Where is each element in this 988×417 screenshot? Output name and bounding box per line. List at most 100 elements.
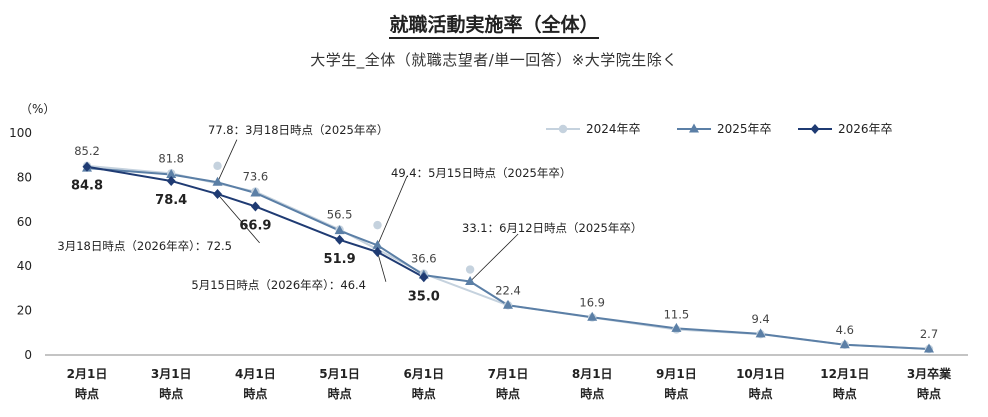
data-point-2025年卒 bbox=[212, 176, 223, 186]
x-tick-label-line1: 8月1日 bbox=[572, 367, 613, 381]
data-label-2024: 81.8 bbox=[158, 151, 184, 165]
data-label-2026: 78.4 bbox=[155, 193, 187, 208]
x-tick-label-line2: 時点 bbox=[749, 386, 773, 401]
x-tick-label-line2: 時点 bbox=[833, 386, 857, 401]
data-point-2025年卒 bbox=[250, 187, 261, 197]
x-tick-label-line2: 時点 bbox=[917, 386, 941, 401]
data-point-2025年卒 bbox=[465, 276, 476, 286]
data-point-2026年卒 bbox=[419, 272, 429, 283]
y-axis-ticks: 0 20 40 60 80 100 bbox=[9, 126, 32, 362]
x-tick-label-line1: 9月1日 bbox=[656, 367, 697, 381]
annotation-text: 77.8：3月18日時点（2025年卒） bbox=[208, 123, 388, 137]
x-tick-label-line2: 時点 bbox=[243, 386, 267, 401]
data-point-2026年卒 bbox=[166, 175, 176, 186]
series-line-2025年卒 bbox=[86, 167, 930, 351]
annotation-leader-line bbox=[217, 139, 238, 183]
x-axis-ticks: 2月1日時点3月1日時点4月1日時点5月1日時点6月1日時点7月1日時点8月1日… bbox=[67, 366, 953, 401]
data-point-2025年卒 bbox=[587, 311, 598, 321]
chart-subtitle: 大学生_全体（就職志望者/単一回答）※大学院生除く bbox=[310, 51, 678, 69]
y-unit-label: （%） bbox=[20, 102, 55, 116]
legend-label: 2026年卒 bbox=[838, 122, 893, 136]
chart-title-text: 就職活動実施率（全体） bbox=[389, 14, 599, 39]
data-point-2025年卒 bbox=[839, 339, 850, 349]
legend-label: 2024年卒 bbox=[586, 122, 641, 136]
data-label-2024: 36.6 bbox=[411, 252, 437, 266]
data-point-2024年卒-interim bbox=[213, 161, 222, 171]
data-point-2026年卒 bbox=[250, 201, 260, 212]
x-tick-label-line1: 4月1日 bbox=[235, 367, 276, 381]
data-label-2024: 16.9 bbox=[579, 295, 605, 309]
data-label-2026: 35.0 bbox=[408, 289, 440, 304]
annotation-text: 3月18日時点（2026年卒）：72.5 bbox=[57, 239, 232, 253]
x-tick-label-line2: 時点 bbox=[412, 386, 436, 401]
x-tick-label-line1: 3月1日 bbox=[151, 367, 192, 381]
chart-title: 就職活動実施率（全体） bbox=[0, 10, 988, 39]
data-point-2025年卒 bbox=[671, 322, 682, 332]
data-label-2024: 56.5 bbox=[327, 208, 353, 222]
data-label-2024: 22.4 bbox=[495, 283, 521, 297]
annotation-leader-line bbox=[377, 251, 387, 282]
x-tick-label-line1: 5月1日 bbox=[319, 367, 360, 381]
annotation-leader-line bbox=[377, 176, 408, 246]
x-tick-label-line2: 時点 bbox=[496, 386, 520, 401]
x-tick-label-line2: 時点 bbox=[664, 386, 688, 401]
data-point-2025年卒 bbox=[924, 343, 934, 353]
data-point-2025年卒 bbox=[503, 299, 513, 309]
data-label-2026: 66.9 bbox=[239, 218, 271, 233]
x-tick-label-line2: 時点 bbox=[580, 386, 604, 401]
data-label-2024: 4.6 bbox=[836, 323, 854, 337]
x-tick-label-line2: 時点 bbox=[75, 386, 99, 401]
data-point-2024年卒-interim bbox=[373, 220, 382, 230]
data-label-2024: 11.5 bbox=[664, 307, 690, 321]
y-tick-label: 20 bbox=[17, 304, 32, 318]
data-label-2024: 9.4 bbox=[751, 312, 769, 326]
legend: 2024年卒 2025年卒 2026年卒 bbox=[546, 122, 893, 136]
data-label-2024: 85.2 bbox=[74, 144, 100, 158]
y-tick-label: 100 bbox=[9, 126, 32, 140]
x-tick-label-line1: 12月1日 bbox=[820, 367, 869, 381]
annotation-leader-line bbox=[217, 193, 260, 244]
legend-label: 2025年卒 bbox=[717, 122, 772, 136]
x-tick-label-line2: 時点 bbox=[328, 386, 352, 401]
y-tick-label: 80 bbox=[17, 170, 32, 184]
data-point-2024年卒-interim bbox=[465, 265, 475, 274]
data-point-2025年卒 bbox=[334, 225, 345, 235]
data-point-2026年卒 bbox=[213, 189, 223, 200]
data-label-2024: 2.7 bbox=[920, 327, 938, 341]
x-tick-label-line1: 3月卒業 bbox=[907, 366, 952, 381]
data-point-2025年卒 bbox=[372, 239, 383, 249]
data-point-2025年卒 bbox=[755, 328, 766, 338]
series-markers bbox=[82, 161, 934, 354]
legend-item: 2025年卒 bbox=[677, 122, 772, 136]
x-tick-label-line1: 2月1日 bbox=[67, 367, 108, 381]
legend-item: 2024年卒 bbox=[546, 122, 641, 136]
x-tick-label-line1: 7月1日 bbox=[488, 367, 529, 381]
legend-swatch-marker bbox=[689, 123, 699, 133]
y-tick-label: 60 bbox=[17, 215, 32, 229]
annotation-text: 5月15日時点（2026年卒）：46.4 bbox=[191, 278, 366, 292]
data-point-2025年卒 bbox=[166, 169, 177, 179]
legend-item: 2026年卒 bbox=[798, 122, 893, 136]
y-tick-label: 0 bbox=[24, 348, 32, 362]
data-point-2026年卒 bbox=[372, 246, 382, 257]
series-lines bbox=[86, 164, 930, 351]
annotation-text: 33.1：6月12日時点（2025年卒） bbox=[462, 221, 642, 235]
data-labels: 85.2 81.8 73.6 56.5 36.6 22.4 16.9 11.5 9.4 4.6 2.… bbox=[71, 144, 938, 341]
data-point-2026年卒 bbox=[82, 161, 92, 172]
annotation-text: 49.4：5月15日時点（2025年卒） bbox=[391, 166, 571, 180]
legend-swatch-marker bbox=[558, 124, 568, 134]
x-tick-label-line1: 6月1日 bbox=[403, 367, 444, 381]
